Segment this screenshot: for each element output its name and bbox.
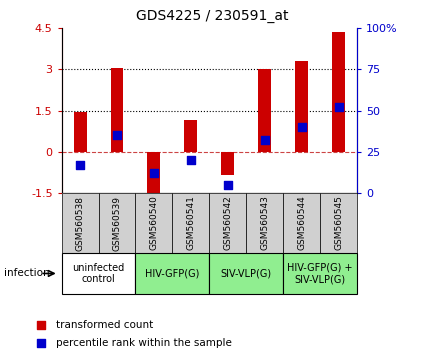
Text: GSM560545: GSM560545	[334, 195, 343, 251]
Bar	[295, 61, 308, 152]
Bar	[110, 68, 124, 152]
Bar	[99, 193, 136, 253]
Point	[38, 340, 45, 346]
Text: GSM560542: GSM560542	[223, 196, 232, 250]
Text: GSM560539: GSM560539	[113, 195, 122, 251]
Bar	[62, 253, 136, 294]
Bar	[209, 253, 283, 294]
Text: SIV-VLP(G): SIV-VLP(G)	[221, 268, 272, 279]
Text: GSM560544: GSM560544	[297, 196, 306, 250]
Point	[298, 124, 305, 130]
Point	[76, 162, 83, 168]
Text: GSM560538: GSM560538	[76, 195, 85, 251]
Text: uninfected
control: uninfected control	[72, 263, 125, 284]
Bar	[147, 152, 160, 194]
Point	[335, 104, 342, 110]
Text: transformed count: transformed count	[57, 320, 154, 330]
Bar	[246, 193, 283, 253]
Text: percentile rank within the sample: percentile rank within the sample	[57, 338, 232, 348]
Text: infection: infection	[4, 268, 50, 279]
Bar	[320, 193, 357, 253]
Bar	[136, 253, 209, 294]
Point	[187, 157, 194, 163]
Point	[113, 132, 120, 138]
Bar	[283, 253, 357, 294]
Bar	[184, 120, 197, 152]
Text: GSM560541: GSM560541	[186, 195, 196, 251]
Bar	[173, 193, 209, 253]
Text: GDS4225 / 230591_at: GDS4225 / 230591_at	[136, 9, 289, 23]
Text: GSM560540: GSM560540	[150, 195, 159, 251]
Bar	[221, 152, 234, 175]
Bar	[209, 193, 246, 253]
Bar	[74, 112, 87, 152]
Point	[38, 322, 45, 328]
Point	[150, 170, 157, 176]
Text: HIV-GFP(G) +
SIV-VLP(G): HIV-GFP(G) + SIV-VLP(G)	[287, 263, 353, 284]
Bar	[62, 193, 99, 253]
Point	[261, 137, 268, 143]
Bar	[283, 193, 320, 253]
Bar	[258, 69, 271, 152]
Bar	[136, 193, 173, 253]
Bar	[332, 33, 345, 152]
Point	[224, 182, 231, 188]
Text: HIV-GFP(G): HIV-GFP(G)	[145, 268, 200, 279]
Text: GSM560543: GSM560543	[260, 195, 269, 251]
